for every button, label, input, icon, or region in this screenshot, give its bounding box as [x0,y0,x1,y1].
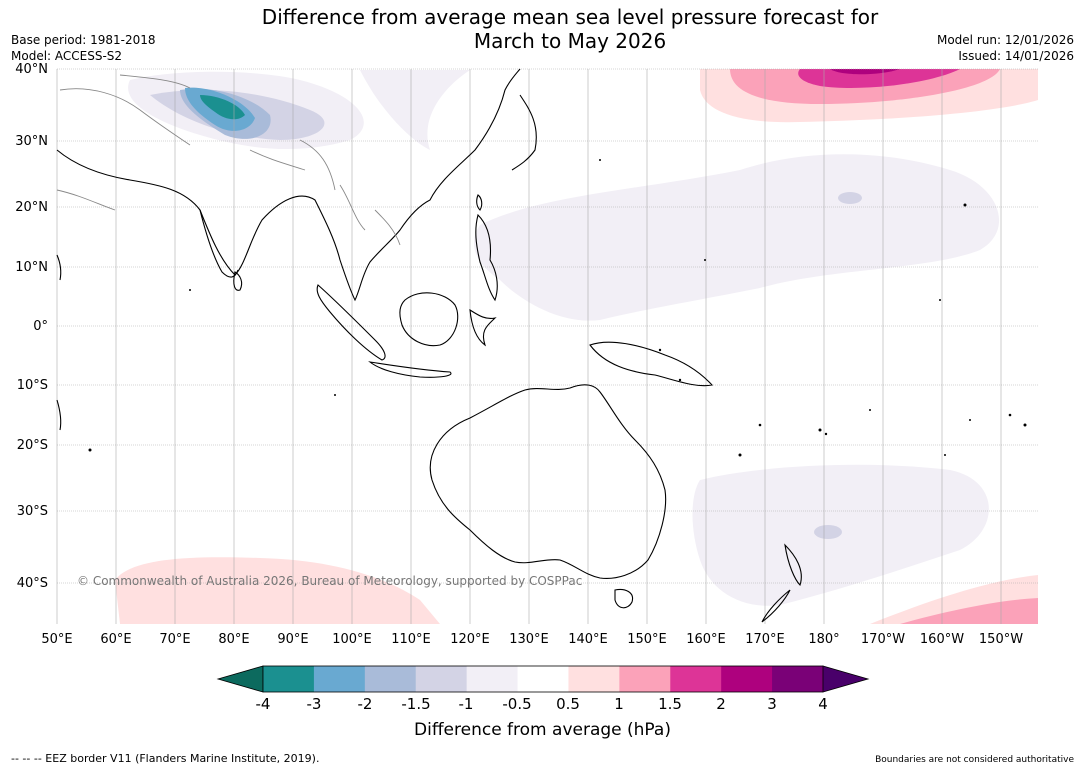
lon-label: 150°W [978,632,1024,647]
lat-label-10n: 10°N [15,260,48,275]
pacific-islands [88,159,1027,457]
meta-left: Base period: 1981-2018 Model: ACCESS-S2 [11,32,156,64]
colorbar-over-arrow [822,665,870,693]
colorbar-tick: 1.5 [658,695,682,713]
lon-label: 140°E [568,632,608,647]
lon-label: 180° [808,632,840,647]
colorbar-cell [670,666,722,692]
colorbar-tick: -2 [357,695,373,713]
colorbar-tick: -1 [458,695,474,713]
lat-label-20s: 20°S [16,438,48,453]
lon-label: 170°E [745,632,785,647]
colorbar-tick: -4 [255,695,271,713]
colorbar-tick: -0.5 [502,695,532,713]
lon-label: 80°E [218,632,250,647]
title-line-2: March to May 2026 [473,29,667,53]
issued-date: Issued: 14/01/2026 [958,49,1074,63]
lat-label-40s: 40°S [16,576,48,591]
lon-label: 130°E [509,632,549,647]
lon-label: 170°W [860,632,906,647]
colorbar-tick: 3 [767,695,777,713]
lon-label: 60°E [100,632,132,647]
colorbar [216,665,870,693]
colorbar-tick: -3 [306,695,322,713]
colorbar-cell [313,666,366,692]
colorbar-tick: 0.5 [556,695,580,713]
lon-label: 70°E [159,632,191,647]
colorbar-tick: 2 [716,695,726,713]
coastlines [56,68,802,623]
lon-label: 100°E [332,632,372,647]
lat-label-40n: 40°N [15,62,48,77]
colorbar-cell [415,666,468,692]
map-title: Difference from average mean sea level p… [0,5,1085,53]
colorbar-cell [568,666,620,692]
copyright-notice: © Commonwealth of Australia 2026, Bureau… [77,574,583,588]
lon-label: 150°E [627,632,667,647]
model-run: Model run: 12/01/2026 [936,33,1074,47]
grid-lines [56,68,1038,624]
colorbar-cell [721,666,773,692]
lat-label-0: 0° [33,319,48,334]
colorbar-cell [619,666,671,692]
colorbar-border [262,665,824,693]
colorbar-tick: 1 [614,695,624,713]
lon-label: 160°W [919,632,965,647]
anomaly-fields [115,69,1038,624]
base-period: Base period: 1981-2018 [11,33,156,47]
lon-label: 110°E [391,632,431,647]
colorbar-under-arrow [216,665,264,693]
colorbar-tick: 4 [818,695,828,713]
model-name: Model: ACCESS-S2 [11,49,123,63]
lon-label: 160°E [686,632,726,647]
lat-label-30n: 30°N [15,134,48,149]
colorbar-cell [364,666,417,692]
lat-label-30s: 30°S [16,504,48,519]
colorbar-cell [517,666,569,692]
lat-label-20n: 20°N [15,200,48,215]
meta-right: Model run: 12/01/2026 Issued: 14/01/2026 [937,32,1074,64]
lon-label: 90°E [277,632,309,647]
colorbar-cell [772,666,824,692]
lon-label: 120°E [450,632,490,647]
colorbar-label: Difference from average (hPa) [414,720,671,740]
lon-label: 50°E [41,632,73,647]
colorbar-cell [263,666,315,692]
colorbar-cell [466,666,519,692]
country-borders [56,74,401,246]
title-line-1: Difference from average mean sea level p… [261,5,879,29]
lat-label-10s: 10°S [16,378,48,393]
eez-legend: -- -- -- EEZ border V11 (Flanders Marine… [11,752,320,765]
disclaimer: Boundaries are not considered authoritat… [875,755,1074,765]
colorbar-tick: -1.5 [401,695,431,713]
